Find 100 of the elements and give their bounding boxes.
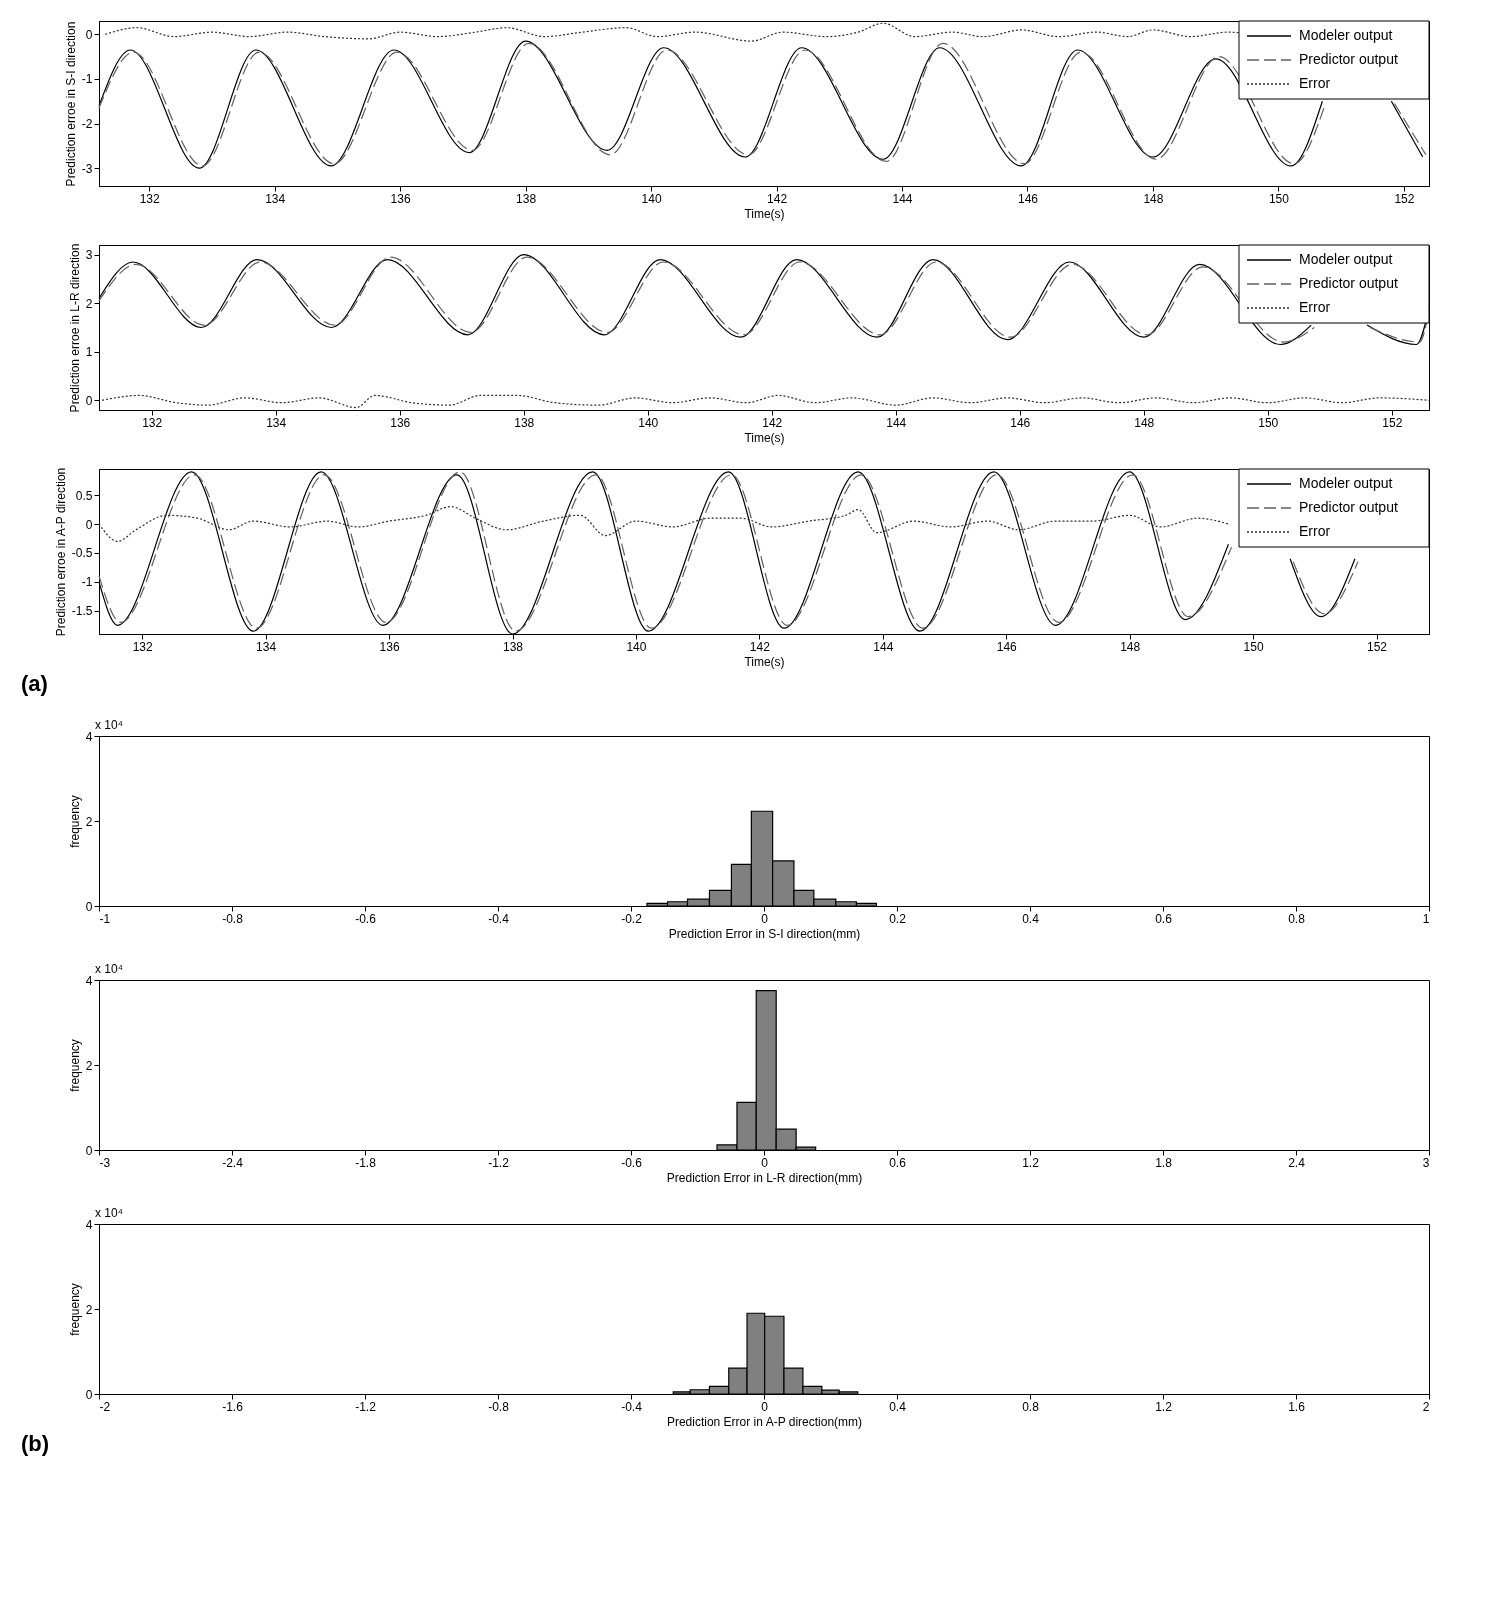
x-tick-label: -0.8 bbox=[222, 911, 244, 926]
x-tick-label: 138 bbox=[514, 415, 535, 430]
legend-label: Modeler output bbox=[1299, 27, 1393, 43]
x-tick-label: -0.8 bbox=[488, 1399, 510, 1414]
y-tick-label: -3 bbox=[81, 161, 93, 176]
x-tick-label: 1.8 bbox=[1155, 1155, 1173, 1170]
x-tick-label: -1.2 bbox=[355, 1399, 377, 1414]
y-axis-title: frequency bbox=[67, 1039, 82, 1092]
x-tick-label: 150 bbox=[1243, 639, 1264, 654]
legend-label: Error bbox=[1299, 75, 1331, 91]
y-axis-title: Prediction erroe in S-I direction bbox=[63, 21, 78, 187]
x-tick-label: 150 bbox=[1258, 415, 1279, 430]
x-tick-label: 0.6 bbox=[889, 1155, 907, 1170]
y-tick-label: -1 bbox=[81, 575, 93, 590]
x-tick-label: 146 bbox=[1017, 191, 1039, 206]
x-tick-label: -2 bbox=[99, 1399, 111, 1414]
y-axis-title: Prediction erroe in L-R direction bbox=[67, 243, 82, 413]
x-tick-label: 1 bbox=[1422, 911, 1430, 926]
y-tick-label: 0 bbox=[85, 517, 93, 532]
legend-label: Error bbox=[1299, 523, 1331, 539]
x-tick-label: 144 bbox=[873, 639, 894, 654]
x-tick-label: 140 bbox=[638, 415, 659, 430]
x-tick-label: 0.2 bbox=[889, 911, 907, 926]
x-tick-label: -1.2 bbox=[488, 1155, 510, 1170]
x-tick-label: 140 bbox=[641, 191, 662, 206]
x-tick-label: -0.6 bbox=[355, 911, 377, 926]
legend-label: Predictor output bbox=[1299, 499, 1398, 515]
x-tick-label: 1.6 bbox=[1288, 1399, 1306, 1414]
legend-label: Modeler output bbox=[1299, 475, 1393, 491]
x-tick-label: -0.6 bbox=[621, 1155, 643, 1170]
y-tick-label: -1 bbox=[81, 72, 93, 87]
y-tick-label: 4 bbox=[85, 973, 93, 988]
x-tick-label: 148 bbox=[1143, 191, 1164, 206]
y-tick-label: -1.5 bbox=[71, 604, 93, 619]
x-tick-label: 1.2 bbox=[1155, 1399, 1173, 1414]
x-tick-label: 0.8 bbox=[1288, 911, 1306, 926]
x-tick-label: 134 bbox=[256, 639, 277, 654]
y-tick-label: 0.5 bbox=[75, 488, 93, 503]
legend-label: Error bbox=[1299, 299, 1331, 315]
text: (b) bbox=[21, 1431, 50, 1456]
x-tick-label: 152 bbox=[1394, 191, 1415, 206]
x-tick-label: 1.2 bbox=[1022, 1155, 1040, 1170]
y-axis-title: Prediction erroe in A-P direction bbox=[53, 467, 68, 637]
text: x 10⁴ bbox=[95, 962, 123, 976]
y-tick-label: 2 bbox=[85, 1302, 93, 1317]
x-tick-label: 134 bbox=[265, 191, 286, 206]
x-axis-title: Prediction Error in S-I direction(mm) bbox=[668, 926, 861, 941]
x-tick-label: 148 bbox=[1120, 639, 1141, 654]
x-tick-label: -3 bbox=[99, 1155, 111, 1170]
text: x 10⁴ bbox=[95, 718, 123, 732]
legend-label: Predictor output bbox=[1299, 275, 1398, 291]
y-tick-label: 0 bbox=[85, 393, 93, 408]
x-axis-title: Time(s) bbox=[744, 206, 785, 221]
x-tick-label: 136 bbox=[390, 191, 411, 206]
y-axis-title: frequency bbox=[67, 795, 82, 848]
x-tick-label: -1 bbox=[99, 911, 111, 926]
x-tick-label: 132 bbox=[142, 415, 163, 430]
x-tick-label: 2 bbox=[1422, 1399, 1430, 1414]
y-tick-label: 0 bbox=[85, 1143, 93, 1158]
y-tick-label: 2 bbox=[85, 1058, 93, 1073]
x-tick-label: -0.4 bbox=[488, 911, 510, 926]
y-tick-label: 3 bbox=[85, 248, 93, 263]
x-axis-title: Prediction Error in L-R direction(mm) bbox=[666, 1170, 863, 1185]
x-tick-label: 2.4 bbox=[1288, 1155, 1306, 1170]
x-tick-label: 0.4 bbox=[1022, 911, 1040, 926]
legend-label: Modeler output bbox=[1299, 251, 1393, 267]
line-series bbox=[98, 506, 1230, 542]
x-tick-label: -1.6 bbox=[222, 1399, 244, 1414]
y-tick-label: -0.5 bbox=[71, 546, 93, 561]
y-tick-label: 4 bbox=[85, 1217, 93, 1232]
x-tick-label: 148 bbox=[1134, 415, 1155, 430]
x-tick-label: 136 bbox=[379, 639, 400, 654]
x-tick-label: 132 bbox=[132, 639, 154, 654]
x-axis-title: Time(s) bbox=[744, 654, 785, 669]
x-tick-label: 146 bbox=[1010, 415, 1031, 430]
y-tick-label: 0 bbox=[85, 27, 93, 42]
x-tick-label: 140 bbox=[626, 639, 647, 654]
x-tick-label: 0.8 bbox=[1022, 1399, 1040, 1414]
x-tick-label: -0.4 bbox=[621, 1399, 643, 1414]
x-tick-label: 146 bbox=[996, 639, 1018, 654]
y-tick-label: 2 bbox=[85, 296, 93, 311]
x-tick-label: 144 bbox=[886, 415, 907, 430]
text: (a) bbox=[21, 671, 48, 696]
x-tick-label: 0 bbox=[761, 1155, 769, 1170]
x-tick-label: 0 bbox=[761, 911, 769, 926]
y-tick-label: 2 bbox=[85, 814, 93, 829]
x-tick-label: 134 bbox=[266, 415, 287, 430]
x-tick-label: -1.8 bbox=[355, 1155, 377, 1170]
x-tick-label: 138 bbox=[516, 191, 537, 206]
x-tick-label: 144 bbox=[892, 191, 913, 206]
x-tick-label: 142 bbox=[767, 191, 788, 206]
x-axis-title: Prediction Error in A-P direction(mm) bbox=[666, 1414, 863, 1429]
legend-label: Predictor output bbox=[1299, 51, 1398, 67]
y-tick-label: 1 bbox=[85, 345, 93, 360]
x-tick-label: 0 bbox=[761, 1399, 769, 1414]
x-tick-label: -2.4 bbox=[222, 1155, 244, 1170]
x-tick-label: 138 bbox=[502, 639, 524, 654]
x-tick-label: 150 bbox=[1268, 191, 1290, 206]
y-axis-title: frequency bbox=[67, 1283, 82, 1336]
x-tick-label: 3 bbox=[1422, 1155, 1430, 1170]
